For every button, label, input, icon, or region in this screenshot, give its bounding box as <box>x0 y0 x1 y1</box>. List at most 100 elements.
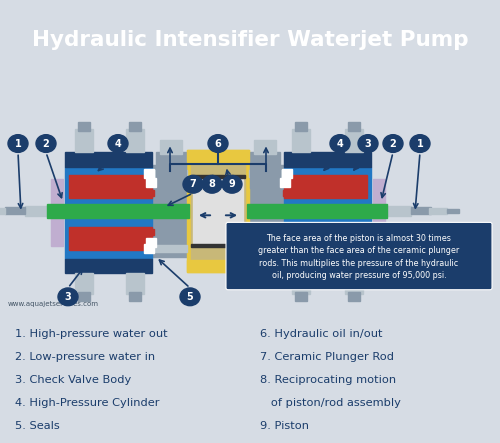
FancyBboxPatch shape <box>226 222 492 290</box>
Bar <box>284 152 371 167</box>
Bar <box>249 245 284 252</box>
Bar <box>187 260 249 272</box>
Bar <box>373 179 385 246</box>
Bar <box>429 208 447 214</box>
Bar <box>129 292 141 301</box>
Bar <box>156 152 186 188</box>
Bar <box>249 165 284 257</box>
Text: 4: 4 <box>114 139 121 148</box>
Bar <box>283 229 288 235</box>
Circle shape <box>180 288 200 306</box>
Text: Hydraulic Intensifier Waterjet Pump: Hydraulic Intensifier Waterjet Pump <box>32 30 469 50</box>
Bar <box>51 179 63 246</box>
Bar <box>345 273 363 294</box>
Circle shape <box>108 135 128 152</box>
Bar <box>152 206 187 215</box>
Bar <box>249 170 284 177</box>
Bar <box>283 190 288 196</box>
Circle shape <box>183 175 203 193</box>
Text: www.aquajetservices.com: www.aquajetservices.com <box>8 301 99 307</box>
Bar <box>292 129 310 152</box>
Bar <box>187 150 249 162</box>
Bar <box>65 167 152 259</box>
Bar <box>65 152 152 167</box>
Bar <box>292 273 310 294</box>
Circle shape <box>222 175 242 193</box>
Bar <box>187 150 249 272</box>
Bar <box>75 273 93 294</box>
Text: 9: 9 <box>228 179 235 189</box>
Circle shape <box>202 175 222 193</box>
Bar <box>284 259 371 273</box>
Bar <box>250 152 280 188</box>
Bar <box>247 204 387 218</box>
Text: 6: 6 <box>214 139 222 148</box>
Circle shape <box>410 135 430 152</box>
Text: 3. Check Valve Body: 3. Check Valve Body <box>15 375 131 385</box>
Text: 7. Ceramic Plunger Rod: 7. Ceramic Plunger Rod <box>260 352 394 362</box>
Bar <box>191 162 245 260</box>
Bar <box>280 178 290 187</box>
Bar <box>146 178 156 187</box>
Text: 2: 2 <box>42 139 50 148</box>
Bar <box>126 129 144 152</box>
Bar <box>193 176 243 245</box>
Bar <box>191 244 245 247</box>
Text: 7: 7 <box>190 179 196 189</box>
Text: 1: 1 <box>416 139 424 148</box>
Bar <box>69 175 152 198</box>
Bar <box>144 244 154 253</box>
Bar <box>348 292 360 301</box>
Text: 5: 5 <box>186 292 194 302</box>
Circle shape <box>330 135 350 152</box>
Bar <box>254 140 276 154</box>
Bar <box>284 167 371 259</box>
Circle shape <box>8 135 28 152</box>
Bar <box>69 227 152 250</box>
Text: 4. High-Pressure Cylinder: 4. High-Pressure Cylinder <box>15 398 160 408</box>
Bar <box>78 122 90 131</box>
Bar <box>295 292 307 301</box>
Circle shape <box>208 135 228 152</box>
Bar <box>152 170 187 177</box>
Bar <box>348 122 360 131</box>
Bar <box>191 175 245 178</box>
Text: 6. Hydraulic oil in/out: 6. Hydraulic oil in/out <box>260 329 382 339</box>
Text: 1: 1 <box>14 139 21 148</box>
Bar <box>78 292 90 301</box>
Text: 3: 3 <box>64 292 71 302</box>
Bar <box>160 140 182 154</box>
Bar <box>152 165 187 257</box>
Circle shape <box>36 135 56 152</box>
Text: 1. High-pressure water out: 1. High-pressure water out <box>15 329 168 339</box>
Text: 2: 2 <box>390 139 396 148</box>
Bar <box>129 122 141 131</box>
Bar <box>282 244 292 253</box>
Bar <box>282 169 292 178</box>
Bar <box>149 190 154 196</box>
Circle shape <box>383 135 403 152</box>
Bar <box>65 259 152 273</box>
Text: 8. Reciprocating motion: 8. Reciprocating motion <box>260 375 396 385</box>
Text: of piston/rod assembly: of piston/rod assembly <box>260 398 401 408</box>
Bar <box>126 273 144 294</box>
Bar <box>47 204 189 218</box>
Text: 5. Seals: 5. Seals <box>15 421 60 431</box>
Circle shape <box>58 288 78 306</box>
Bar <box>295 122 307 131</box>
Bar <box>25 206 51 216</box>
Bar <box>411 207 431 214</box>
Text: 8: 8 <box>208 179 216 189</box>
Text: 3: 3 <box>364 139 372 148</box>
Bar <box>280 238 290 247</box>
Bar <box>447 209 459 213</box>
Bar <box>284 175 367 198</box>
Bar <box>144 169 154 178</box>
Circle shape <box>358 135 378 152</box>
Bar <box>345 129 363 152</box>
Bar <box>5 207 25 214</box>
Bar <box>385 206 411 216</box>
Text: 4: 4 <box>336 139 344 148</box>
Text: 2. Low-pressure water in: 2. Low-pressure water in <box>15 352 155 362</box>
Bar <box>149 229 154 235</box>
